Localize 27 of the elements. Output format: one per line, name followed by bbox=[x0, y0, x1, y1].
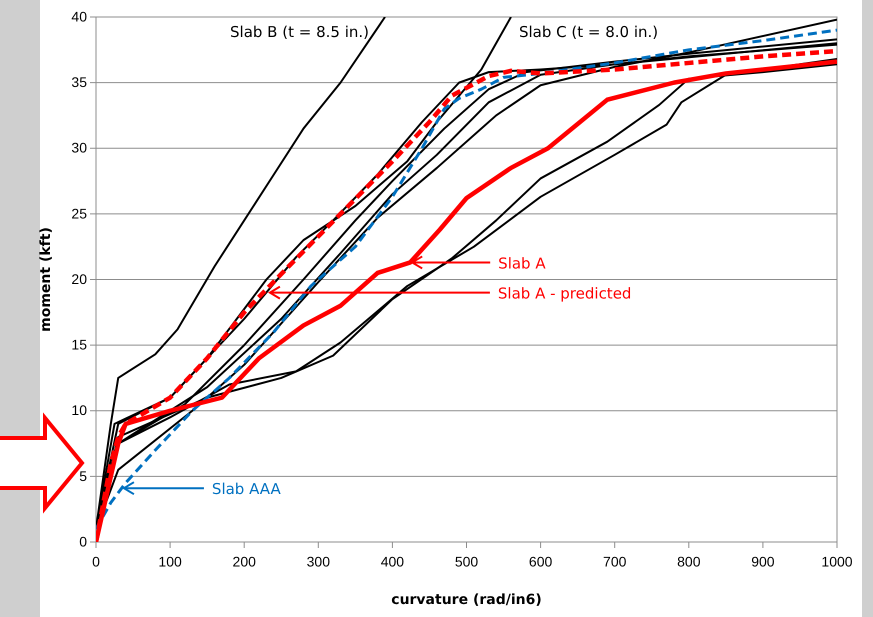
x-tick-label: 1000 bbox=[821, 553, 853, 570]
x-tick-label: 100 bbox=[158, 553, 182, 570]
y-tick-label: 25 bbox=[71, 205, 88, 222]
annotation: Slab AAA bbox=[212, 480, 282, 498]
x-tick-label: 600 bbox=[528, 553, 552, 570]
y-tick-label: 20 bbox=[71, 270, 88, 287]
x-tick-label: 400 bbox=[380, 553, 404, 570]
y-tick-label: 0 bbox=[79, 533, 88, 550]
annotation: Slab B (t = 8.5 in.) bbox=[230, 23, 369, 41]
annotation: Slab A - predicted bbox=[498, 284, 632, 303]
y-tick-label: 15 bbox=[71, 336, 88, 353]
y-tick-label: 30 bbox=[71, 140, 88, 156]
x-tick-label: 0 bbox=[92, 553, 100, 570]
x-tick-label: 700 bbox=[603, 553, 627, 570]
x-tick-label: 200 bbox=[232, 553, 256, 570]
y-tick-label: 10 bbox=[71, 402, 88, 418]
y-axis-title: moment (kft) bbox=[38, 227, 54, 332]
x-tick-label: 500 bbox=[454, 553, 478, 570]
x-tick-label: 300 bbox=[306, 553, 330, 570]
y-tick-label: 40 bbox=[71, 8, 88, 24]
x-tick-label: 900 bbox=[751, 553, 775, 570]
annotation: Slab A bbox=[498, 254, 546, 272]
x-tick-label: 800 bbox=[677, 553, 701, 570]
y-tick-label: 5 bbox=[79, 468, 88, 484]
x-axis-title: curvature (rad/in6) bbox=[391, 592, 542, 608]
y-tick-label: 35 bbox=[71, 74, 88, 90]
annotation: Slab C (t = 8.0 in.) bbox=[518, 23, 658, 41]
